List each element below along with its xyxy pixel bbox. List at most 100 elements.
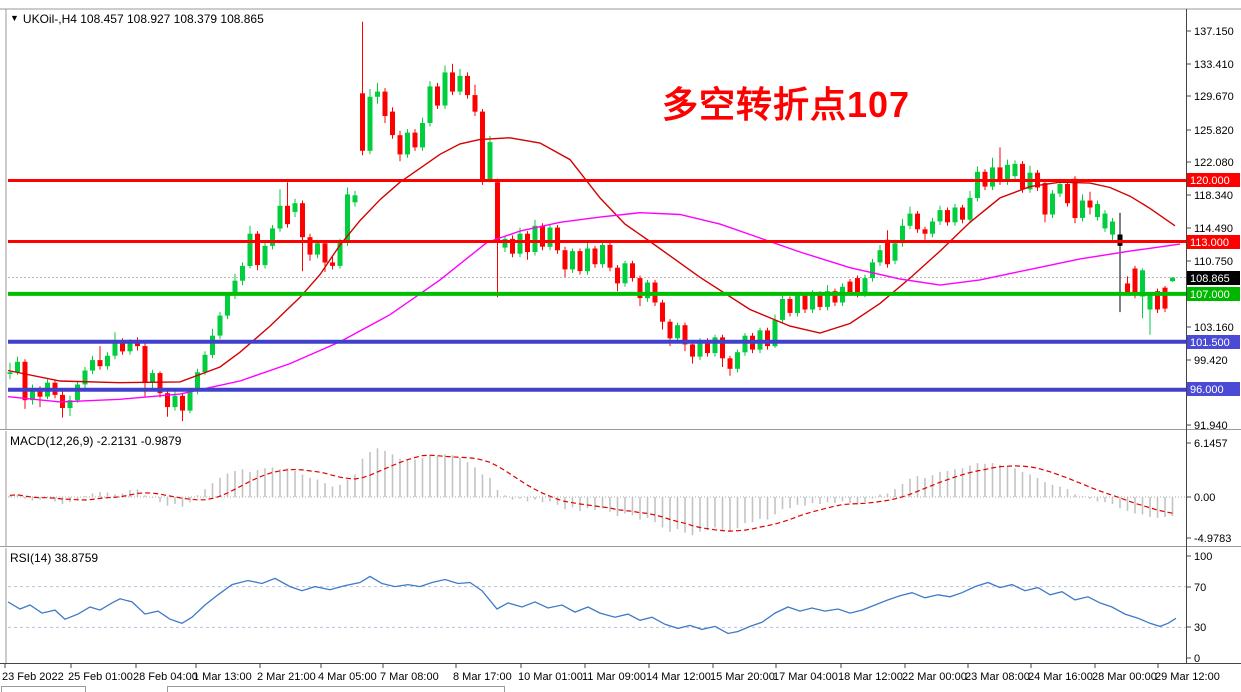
candle-body [892,243,898,261]
candle-body [705,340,710,354]
candle-body [157,373,163,394]
candle-body [225,295,230,316]
axis-label: 120.000 [1190,175,1230,187]
axis-label: 30 [1194,622,1206,634]
candle-body [1162,287,1168,309]
candle-body [390,111,395,136]
candle-body [412,132,418,148]
candle-body [742,335,748,353]
candle-body [270,228,275,246]
candle-body [870,262,875,279]
time-label: 28 Feb 04:00 [133,671,198,683]
candle-body [885,239,890,265]
chart-tab[interactable] [1,686,86,692]
candle-body [442,72,448,106]
candle-body [435,86,440,106]
candle-body [465,75,470,96]
axis-label: 118.340 [1194,190,1233,202]
candle-body [540,225,545,247]
candle-body [1132,268,1138,295]
candle-body [555,227,560,251]
axis-label: 70 [1194,582,1206,594]
candle-body [75,384,80,401]
candle-body [547,227,553,247]
candle-body [915,213,920,230]
time-label: 23 Feb 2022 [2,671,64,683]
candle-body [352,195,358,203]
candle-body [307,237,313,255]
candle-body [960,207,965,220]
candle-body [345,194,350,243]
annotation-text: 多空转折点107 [662,84,911,125]
macd-indicator-label: MACD(12,26,9) -2.2131 -0.9879 [10,434,182,448]
candle-body [255,233,260,266]
time-label: 11 Mar 09:00 [582,671,646,683]
candle-body [975,171,980,198]
time-label: 17 Mar 04:00 [773,671,838,683]
candle-body [1080,200,1085,218]
candle-body [217,315,223,336]
candle-body [172,395,178,408]
candle-body [825,291,830,307]
time-label: 10 Mar 01:00 [518,671,583,683]
candle-body [1012,163,1018,177]
candle-body [105,355,110,367]
candle-body [277,205,283,229]
candle-body [667,321,673,339]
time-label: 18 Mar 12:00 [838,671,903,683]
time-label: 7 Mar 08:00 [380,671,439,683]
macd-histogram [9,448,1174,536]
price-badge-113.000: 113.000 [1187,235,1240,249]
rsi-line [7,575,1177,635]
time-label: 14 Mar 12:00 [646,671,711,683]
candle-body [330,262,335,266]
axis-label: 108.865 [1190,273,1230,285]
candle-body [817,293,823,307]
axis-label: 0.00 [1194,492,1215,504]
candle-body [210,335,215,355]
macd-signal-line [9,454,1173,532]
axis-label: 125.820 [1194,125,1234,137]
candle-body [457,75,463,92]
candle-body [1050,193,1055,215]
candle-body [735,352,740,369]
candle-body [802,295,808,310]
candle-body [967,197,973,220]
price-badge-120.000: 120.000 [1187,173,1240,187]
candle-body [510,238,515,254]
candle-body [22,361,28,401]
chart-tabs-strip[interactable] [1,686,505,692]
candle-body [780,299,785,320]
candle-body [247,233,253,266]
candle-body [495,182,500,241]
candle-body [405,132,410,155]
symbol-dropdown-icon[interactable]: ▼ [10,13,19,23]
candle-body [450,72,455,92]
candle-body [1125,283,1130,293]
candle-body [180,395,185,411]
candle-body [1087,200,1093,208]
chart-title-bar: ▼ UKOil-,H4 108.457 108.927 108.379 108.8… [10,12,264,26]
candles-layer [7,21,1175,422]
candle-body [322,243,328,263]
candle-body [1072,178,1078,218]
candle-body [517,233,523,254]
candle-body [720,337,725,359]
candle-body [367,96,373,151]
candle-body [375,91,380,97]
candle-body [120,340,125,352]
candle-body [30,389,35,401]
axis-label: 101.500 [1190,337,1230,349]
candle-body [930,221,935,234]
candle-body [7,372,13,374]
time-label: 25 Feb 01:00 [68,671,133,683]
chart-tab[interactable] [167,686,505,692]
candle-body [1005,164,1010,182]
candle-body [712,337,718,354]
ma-red-line [7,137,1176,384]
time-label: 22 Mar 00:00 [902,671,967,683]
candle-body [472,95,478,112]
candle-body [487,142,493,180]
